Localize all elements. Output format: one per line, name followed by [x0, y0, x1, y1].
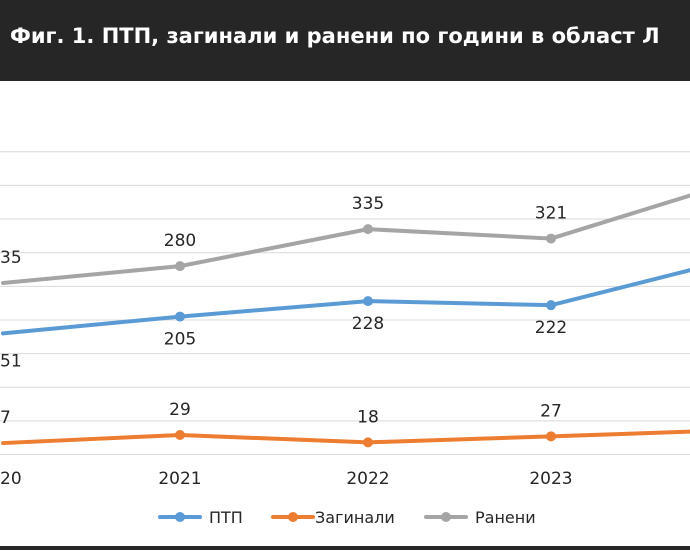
data-point — [175, 261, 185, 272]
data-point — [363, 437, 373, 448]
data-point — [175, 429, 185, 440]
series-line-2 — [1, 193, 690, 285]
legend-label: Загинали — [315, 508, 395, 527]
data-point — [363, 224, 373, 235]
data-label: 205 — [164, 330, 196, 350]
legend-marker — [441, 512, 451, 522]
data-label: 222 — [535, 318, 567, 338]
legend-item: Ранени — [424, 508, 536, 527]
data-label: 27 — [540, 401, 562, 421]
data-label: 280 — [164, 231, 196, 251]
data-label: 335 — [352, 194, 384, 214]
data-point — [546, 300, 556, 311]
chart-header: Фиг. 1. ПТП, загинали и ранени по години… — [0, 0, 690, 81]
data-point — [363, 296, 373, 307]
legend-marker — [175, 512, 185, 522]
legend-marker — [288, 512, 298, 522]
chart-area: 51 205 228 222 7 29 18 27 35 280 335 321 20 2021 2022 2… — [0, 81, 690, 547]
bottom-border — [0, 546, 690, 550]
legend-label: ПТП — [209, 508, 243, 527]
data-label: 29 — [169, 400, 191, 420]
data-point — [546, 431, 556, 442]
category-label: 2021 — [158, 469, 201, 489]
category-label: 2023 — [529, 469, 572, 489]
category-label: 20 — [0, 469, 22, 489]
data-label: 35 — [0, 248, 22, 268]
legend-label: Ранени — [475, 508, 536, 527]
data-label: 51 — [0, 351, 22, 371]
series-line-1 — [1, 429, 690, 446]
category-label: 2022 — [346, 469, 389, 489]
legend-item: Загинали — [271, 508, 395, 527]
series-line-0 — [1, 268, 690, 336]
data-label: 18 — [357, 407, 379, 427]
data-label: 228 — [352, 314, 384, 334]
data-label: 7 — [0, 408, 11, 428]
legend-item: ПТП — [158, 508, 243, 527]
data-point — [175, 311, 185, 322]
data-point — [546, 233, 556, 244]
chart-title: Фиг. 1. ПТП, загинали и ранени по години… — [10, 24, 660, 48]
data-label: 321 — [535, 204, 567, 224]
line-chart: 51 205 228 222 7 29 18 27 35 280 335 321 20 2021 2022 2… — [0, 151, 690, 527]
